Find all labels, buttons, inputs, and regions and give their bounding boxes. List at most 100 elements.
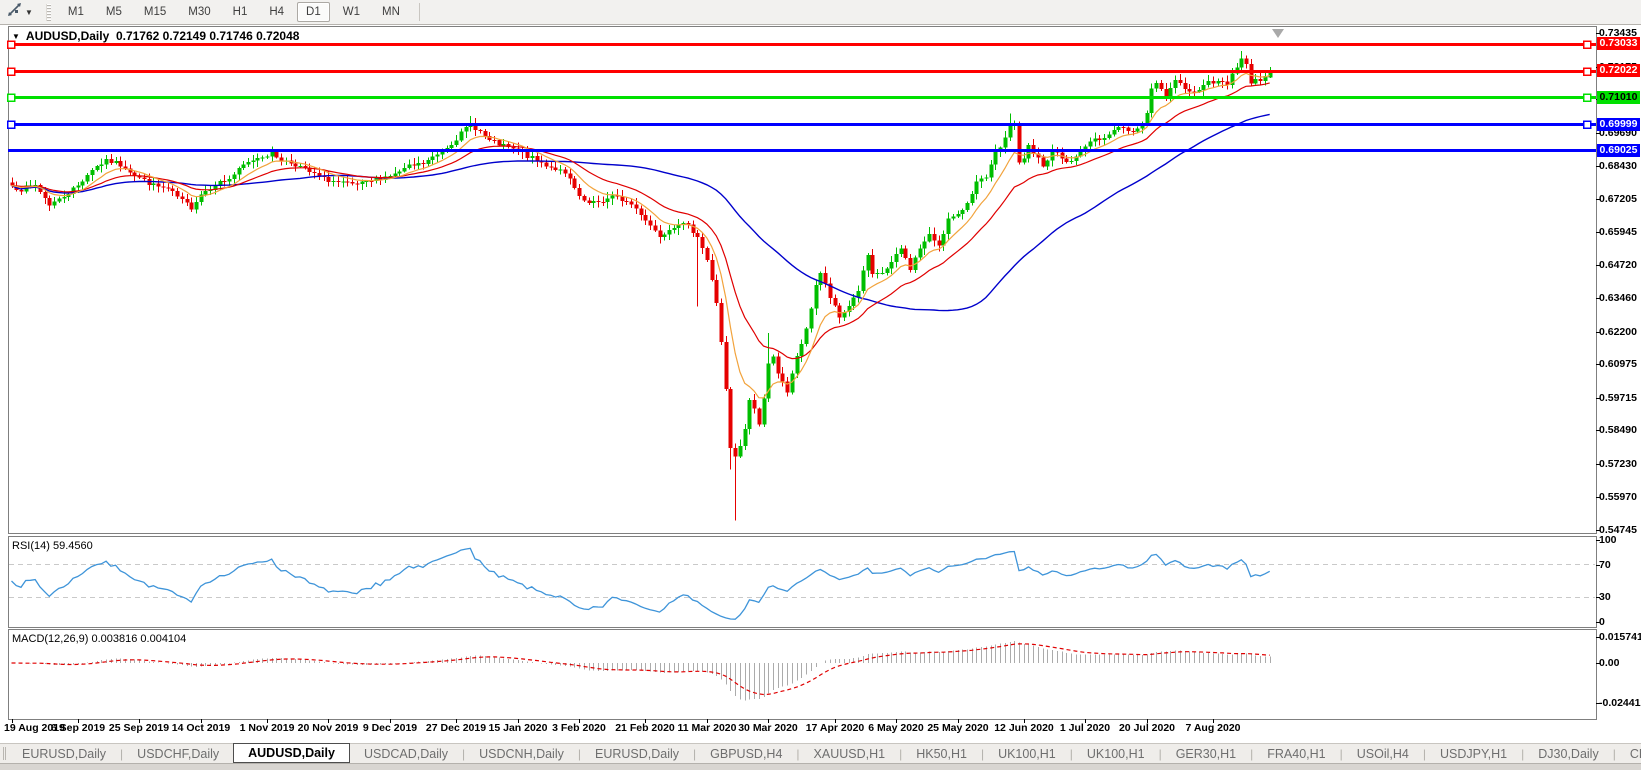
date-tick-label: 12 Jun 2020 xyxy=(994,722,1054,734)
price-line-badge: 0.72022 xyxy=(1597,64,1640,77)
bottom-strip xyxy=(0,763,1641,770)
price-tick-label: 0.64720 xyxy=(1599,259,1637,271)
tab-audusd-daily[interactable]: AUDUSD,Daily xyxy=(233,743,350,763)
chart-title-text: AUDUSD,Daily 0.71762 0.72149 0.71746 0.7… xyxy=(25,29,300,43)
horizontal-lines xyxy=(6,40,1596,152)
hline-handle[interactable] xyxy=(1582,120,1592,129)
tab-separator: | xyxy=(1612,746,1616,761)
date-tick-label: 1 Jul 2020 xyxy=(1059,722,1111,734)
date-tick-label: 9 Dec 2019 xyxy=(362,722,418,734)
tab-usdjpy-h1[interactable]: USDJPY,H1 xyxy=(1439,746,1508,761)
axis-ticks xyxy=(12,33,1600,723)
price-tick-label: 0.63460 xyxy=(1599,292,1637,304)
price-tick-label: 0.54745 xyxy=(1599,524,1637,536)
date-tick-label: 20 Jul 2020 xyxy=(1118,722,1176,734)
tab-xauusd-h1[interactable]: XAUUSD,H1 xyxy=(813,746,886,761)
tab-dj30-daily[interactable]: DJ30,Daily xyxy=(1538,746,1599,761)
hline-handle[interactable] xyxy=(6,40,16,49)
date-tick-label: 7 Aug 2020 xyxy=(1185,722,1241,734)
hline-handle[interactable] xyxy=(1582,93,1592,102)
hline-handle[interactable] xyxy=(1582,67,1592,76)
date-tick-label: 19 Aug 2019 xyxy=(4,722,65,734)
tab-uk100-h1[interactable]: UK100,H1 xyxy=(1086,746,1145,761)
period-button-m1[interactable]: M1 xyxy=(67,6,84,18)
price-tick-label: 0.58490 xyxy=(1599,424,1637,436)
tab-usdchf-daily[interactable]: USDCHF,Daily xyxy=(137,746,220,761)
period-button-m30[interactable]: M30 xyxy=(188,6,211,18)
panel-frames xyxy=(8,26,1597,720)
period-buttons: M1 M5 M15 M30 H1 H4 D1 W1 MN xyxy=(59,2,409,22)
tab-separator: | xyxy=(462,746,466,761)
period-button-mn[interactable]: MN xyxy=(382,6,400,18)
chart-shift-marker[interactable] xyxy=(1272,29,1284,38)
date-tick-label: 27 Dec 2019 xyxy=(425,722,487,734)
hline-handle[interactable] xyxy=(6,120,16,129)
date-tick-label: 25 May 2020 xyxy=(927,722,989,734)
tab-eurusd-daily[interactable]: EURUSD,Daily xyxy=(594,746,680,761)
chart-title: ▼ AUDUSD,Daily 0.71762 0.72149 0.71746 0… xyxy=(12,29,299,43)
hline-handle[interactable] xyxy=(1582,40,1592,49)
tab-usoil-h4[interactable]: USOil,H4 xyxy=(1356,746,1409,761)
period-button-m5[interactable]: M5 xyxy=(105,6,122,18)
tab-hk50-h1[interactable]: HK50,H1 xyxy=(916,746,967,761)
date-tick-label: 6 May 2020 xyxy=(868,722,924,734)
tab-ger30-h1[interactable]: GER30,H1 xyxy=(1175,746,1237,761)
hline-handle[interactable] xyxy=(6,93,16,102)
diagonal-arrow-icon xyxy=(6,2,23,23)
period-button-h1[interactable]: H1 xyxy=(232,6,248,18)
tabbar-grip[interactable] xyxy=(3,747,6,760)
chart-dropdown-icon[interactable]: ▼ xyxy=(12,31,20,41)
price-tick-label: 0.55970 xyxy=(1599,491,1637,503)
tab-china300-h1[interactable]: CHINA300,H1 xyxy=(1629,746,1641,761)
rsi-axis-label: 100 xyxy=(1599,534,1617,546)
window-tabs: EURUSD,Daily | USDCHF,Daily AUDUSD,Daily USD… xyxy=(0,743,1641,763)
price-tick-label: 0.73435 xyxy=(1599,27,1637,39)
price-line-badge: 0.69999 xyxy=(1597,118,1640,131)
period-button-m15[interactable]: M15 xyxy=(143,6,167,18)
macd-axis-label: -0.024412 xyxy=(1599,697,1641,709)
tab-separator: | xyxy=(120,746,124,761)
rsi-axis-label: 30 xyxy=(1599,591,1611,603)
price-tick-label: 0.60975 xyxy=(1599,358,1637,370)
date-tick-label: 17 Apr 2020 xyxy=(805,722,865,734)
ma-slow-line xyxy=(11,113,1270,312)
tab-gbpusd-h4[interactable]: GBPUSD,H4 xyxy=(710,746,783,761)
tab-separator: | xyxy=(1069,746,1073,761)
tab-fra40-h1[interactable]: FRA40,H1 xyxy=(1267,746,1326,761)
macd-axis-label: 0.015741 xyxy=(1599,631,1641,643)
date-tick-label: 21 Feb 2020 xyxy=(615,722,675,734)
date-tick-label: 3 Feb 2020 xyxy=(552,722,606,734)
tab-uk100-h1[interactable]: UK100,H1 xyxy=(998,746,1056,761)
tab-separator: | xyxy=(1422,746,1426,761)
ma-fast-line xyxy=(11,72,1270,399)
tab-separator: | xyxy=(693,746,697,761)
price-tick-label: 0.62200 xyxy=(1599,326,1637,338)
toolbar-separator xyxy=(418,3,420,21)
period-button-w1[interactable]: W1 xyxy=(342,6,360,18)
tab-usdcad-daily[interactable]: USDCAD,Daily xyxy=(363,746,448,761)
toolbar-grip[interactable] xyxy=(45,3,51,21)
tab-separator: | xyxy=(1521,746,1525,761)
period-button-d1[interactable]: D1 xyxy=(297,2,330,22)
tab-usdcnh-daily[interactable]: USDCNH,Daily xyxy=(479,746,564,761)
period-button-h4[interactable]: H4 xyxy=(269,6,285,18)
rsi-axis-label: 70 xyxy=(1599,559,1611,571)
macd-signal-line xyxy=(11,643,1270,696)
price-line-badge: 0.71010 xyxy=(1597,91,1640,104)
rsi-line xyxy=(11,547,1271,620)
price-tick-label: 0.68430 xyxy=(1599,160,1637,172)
tab-separator: | xyxy=(1158,746,1162,761)
macd-histogram xyxy=(16,641,1271,701)
date-tick-label: 1 Nov 2019 xyxy=(239,722,295,734)
tab-eurusd-daily[interactable]: EURUSD,Daily xyxy=(22,746,107,761)
rsi-axis-label: 0 xyxy=(1599,616,1605,628)
date-tick-label: 6 Sep 2019 xyxy=(50,722,106,734)
macd-label: MACD(12,26,9) 0.003816 0.004104 xyxy=(12,633,187,645)
date-tick-label: 14 Oct 2019 xyxy=(171,722,231,734)
hline-handle[interactable] xyxy=(6,67,16,76)
crosshair-tool-button[interactable]: ▼ xyxy=(3,0,36,25)
date-tick-label: 20 Nov 2019 xyxy=(297,722,359,734)
tab-separator: | xyxy=(1339,746,1343,761)
